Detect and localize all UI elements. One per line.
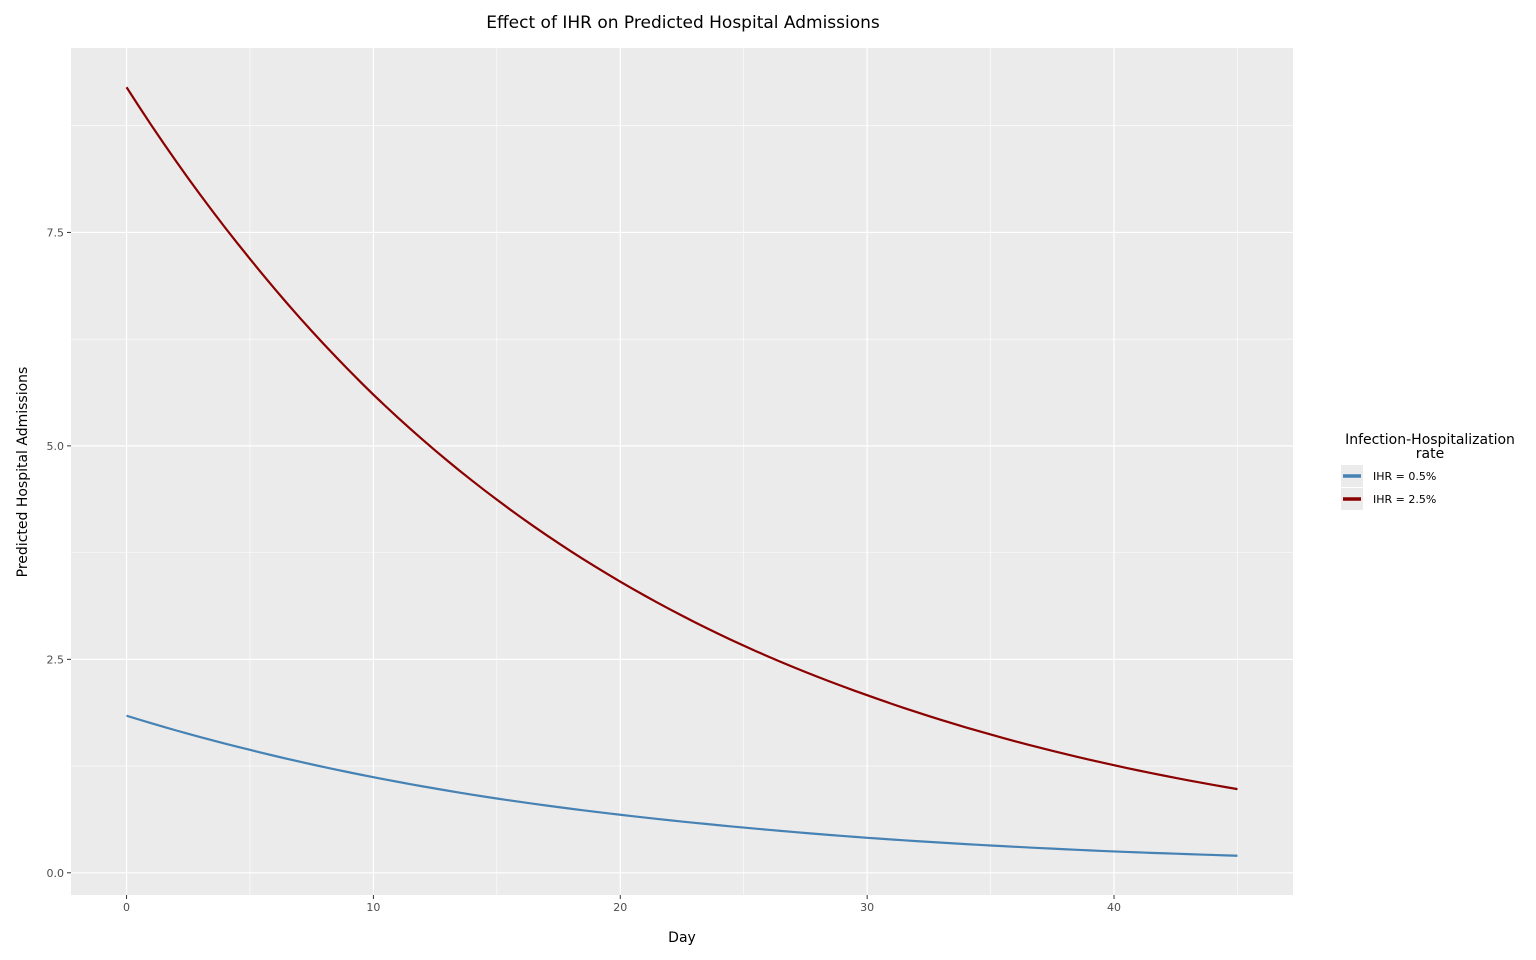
y-tick-label: 7.5: [47, 226, 65, 239]
y-tick-label: 0.0: [47, 867, 65, 880]
legend-label: IHR = 2.5%: [1373, 493, 1436, 506]
minor-gridlines: [71, 48, 1293, 895]
series-line: [125, 86, 1238, 791]
major-gridlines: [71, 48, 1293, 895]
legend-items: IHR = 0.5% IHR = 2.5%: [1341, 465, 1436, 510]
y-axis-ticks: 0.0 2.5 5.0 7.5: [47, 226, 71, 880]
x-tick-label: 40: [1107, 901, 1121, 914]
legend-title-line-2: rate: [1416, 446, 1444, 462]
x-axis-ticks: 0 10 20 30 40: [123, 895, 1121, 914]
series-lines: [125, 86, 1238, 857]
legend-label: IHR = 0.5%: [1373, 470, 1436, 483]
x-tick-label: 20: [613, 901, 627, 914]
x-axis-title: Day: [668, 930, 696, 946]
y-tick-label: 2.5: [47, 653, 65, 666]
chart-title: Effect of IHR on Predicted Hospital Admi…: [486, 13, 880, 33]
plot-panel: [71, 48, 1293, 895]
legend: Infection-Hospitalization rate IHR = 0.5…: [1341, 432, 1515, 510]
x-tick-label: 10: [366, 901, 380, 914]
x-tick-label: 0: [123, 901, 130, 914]
y-tick-label: 5.0: [47, 440, 65, 453]
x-tick-label: 30: [860, 901, 874, 914]
y-axis-title: Predicted Hospital Admissions: [15, 367, 31, 578]
series-line: [126, 714, 1238, 857]
legend-title-line-1: Infection-Hospitalization: [1345, 432, 1515, 448]
